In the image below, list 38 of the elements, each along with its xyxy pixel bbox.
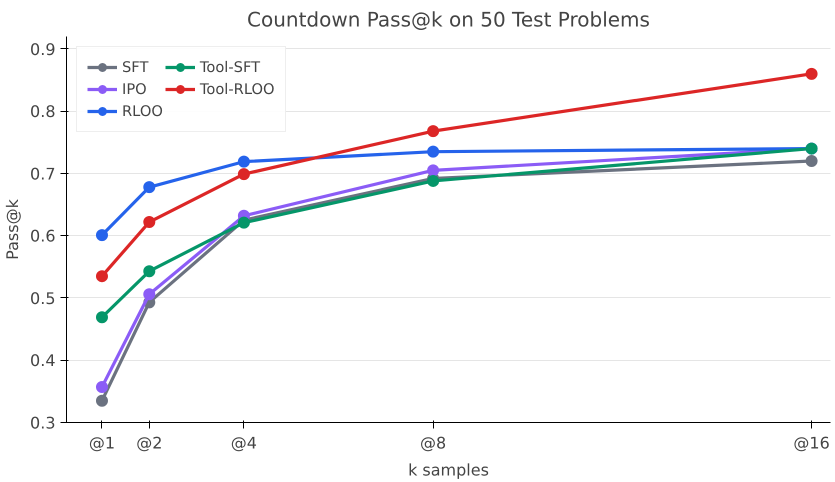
point — [238, 216, 250, 229]
point — [143, 265, 156, 278]
legend-label: IPO — [122, 80, 147, 98]
point — [806, 68, 818, 80]
point — [427, 174, 440, 187]
point — [143, 181, 156, 194]
y-axis-title: Pass@k — [3, 198, 22, 260]
point — [143, 288, 156, 300]
point — [238, 168, 250, 180]
y-tick-label: 0.7 — [30, 164, 56, 184]
point — [96, 381, 108, 393]
point — [238, 156, 250, 168]
point — [96, 229, 108, 242]
x-axis-title: k samples — [408, 460, 489, 480]
x-tick-label: @8 — [420, 434, 446, 452]
legend-label: SFT — [122, 58, 148, 76]
x-tick-label: @2 — [136, 434, 162, 452]
y-tick-label: 0.3 — [30, 414, 56, 432]
legend-label: RLOO — [122, 102, 163, 120]
point — [96, 270, 108, 282]
x-tick-label: @1 — [88, 434, 116, 452]
y-tick-label: 0.4 — [30, 351, 56, 370]
y-tick-label: 0.5 — [30, 288, 56, 308]
point — [427, 146, 440, 158]
point — [143, 216, 156, 228]
y-tick-label: 0.8 — [30, 102, 56, 122]
point — [96, 394, 108, 407]
point — [427, 125, 440, 138]
y-tick-label: 0.6 — [30, 226, 56, 246]
x-tick-label: @16 — [793, 434, 830, 452]
point — [806, 155, 818, 168]
y-tick-label: 0.9 — [30, 40, 56, 59]
x-tick-label: @4 — [230, 434, 257, 452]
legend-label: Tool-RLOO — [200, 80, 275, 98]
chart-title: Countdown Pass@k on 50 Test Problems — [247, 8, 650, 32]
point — [96, 311, 108, 324]
point — [427, 164, 440, 176]
legend-label: Tool-SFT — [200, 58, 260, 76]
